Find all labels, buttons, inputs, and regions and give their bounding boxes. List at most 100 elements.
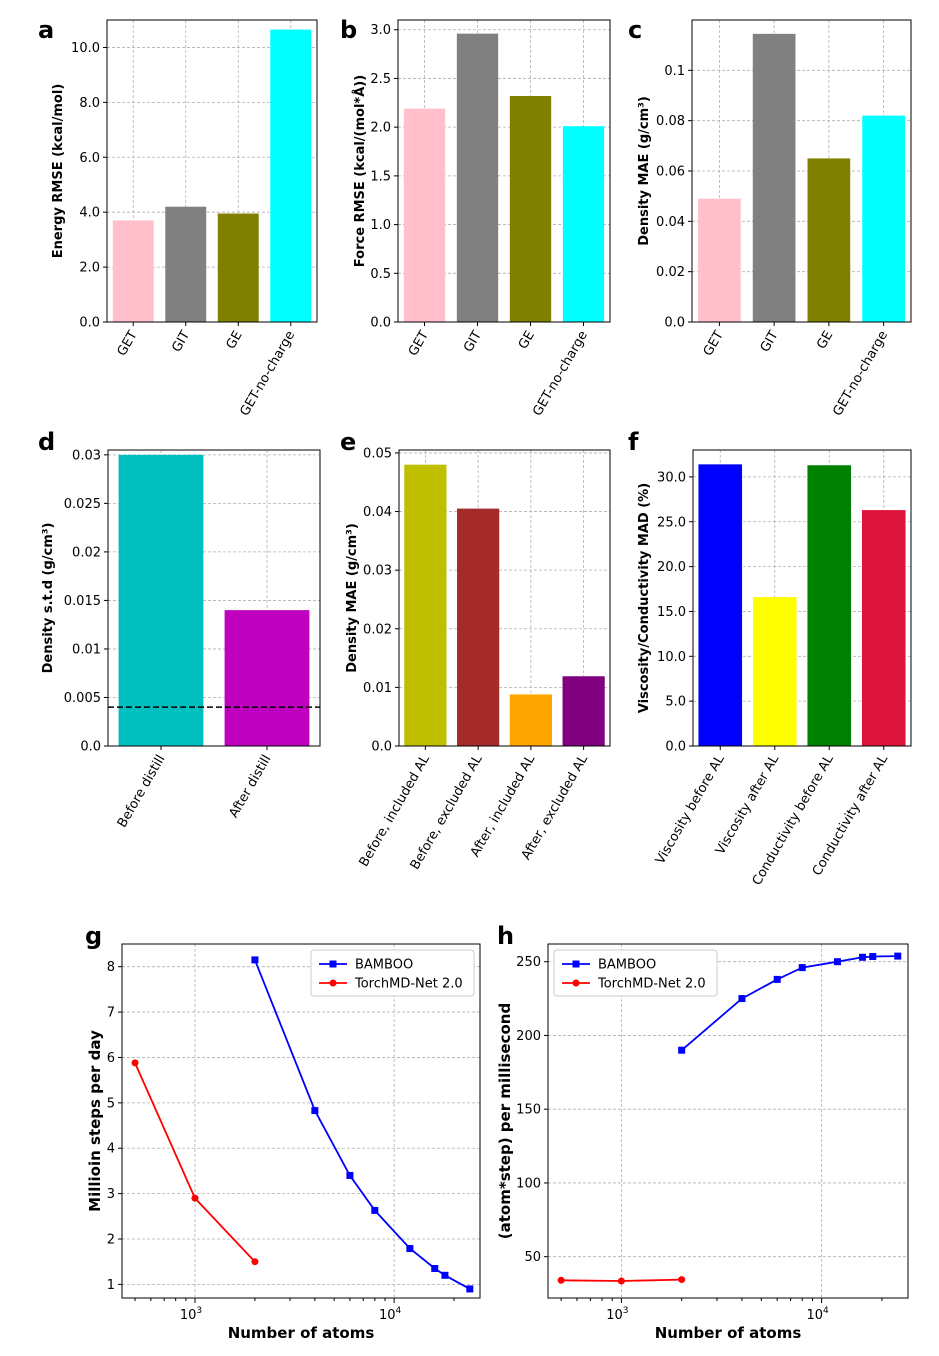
y-tick-label: 0.0 <box>370 316 391 331</box>
bar-after-excluded-al <box>562 676 605 746</box>
y-tick-label: 4.0 <box>79 206 100 221</box>
y-axis-label: Density MAE (g/cm³) <box>637 96 652 246</box>
y-axis-label: (atom*step) per millisecond <box>496 1003 514 1239</box>
panel-c: c 0.0 0.02 0.04 0.06 0.08 0.1 GET GIT GEGET-no-ch… <box>628 16 912 419</box>
bar-git <box>456 33 499 323</box>
y-tick-label: 10.0 <box>657 650 686 665</box>
data-point <box>858 953 866 961</box>
x-tick-label: GET <box>701 328 727 358</box>
y-tick-label: 3 <box>107 1187 115 1202</box>
bar-ge <box>217 213 259 322</box>
legend-label: BAMBOO <box>355 958 413 973</box>
y-tick-label: 2.0 <box>370 121 391 136</box>
data-point <box>466 1285 474 1293</box>
plot-frame <box>107 449 321 747</box>
x-tick-exponent: 4 <box>823 1306 829 1316</box>
data-point <box>131 1059 139 1067</box>
y-tick-label: 0.01 <box>72 642 101 657</box>
legend-label: BAMBOO <box>598 958 656 973</box>
x-tick-label: After distill <box>227 753 275 821</box>
legend-marker <box>572 979 580 987</box>
y-axis-label: Millioin steps per day <box>86 1030 104 1212</box>
x-tick-label: Before distill <box>115 753 169 831</box>
legend: BAMBOO TorchMD-Net 2.0 <box>310 949 475 997</box>
bar-after-distill <box>224 610 310 746</box>
data-point <box>311 1107 319 1115</box>
legend-box <box>310 949 475 997</box>
panel-letter: g <box>85 922 102 950</box>
y-tick-label: 0.015 <box>64 594 101 609</box>
y-tick-label: 6 <box>107 1051 115 1066</box>
plot-frame <box>547 943 909 1299</box>
bar-get-no-charge <box>270 29 312 322</box>
y-tick-label: 0.0 <box>665 740 686 755</box>
legend: BAMBOO TorchMD-Net 2.0 <box>553 949 718 997</box>
x-tick-label: GIT <box>461 328 485 354</box>
plot-frame <box>106 19 318 323</box>
x-tick-base: 10 <box>806 1308 823 1323</box>
x-tick-label: GE <box>516 329 538 352</box>
y-tick-label: 0.02 <box>656 265 685 280</box>
y-tick-label: 0.03 <box>363 564 392 579</box>
y-tick-label: 1.5 <box>370 169 391 184</box>
y-tick-label: 2 <box>107 1233 115 1248</box>
y-axis-label: Density s.t.d (g/cm³) <box>41 523 56 674</box>
x-tick-base: 10 <box>606 1308 623 1323</box>
x-tick-label: GE <box>814 329 836 352</box>
x-tick-exponent: 3 <box>196 1306 202 1316</box>
panel-b: b 0.0 0.5 1.0 1.5 2.0 2.5 3.0 GET GIT GEGET-no-cha… <box>340 16 611 419</box>
y-tick-label: 0.04 <box>363 505 392 520</box>
y-tick-label: 0.0 <box>664 316 685 331</box>
y-tick-label: 25.0 <box>657 515 686 530</box>
data-point <box>346 1171 354 1179</box>
y-tick-label: 100 <box>516 1176 541 1191</box>
bar-git <box>165 206 207 322</box>
data-point <box>251 956 259 964</box>
bar-before-excluded-al <box>457 508 500 746</box>
x-tick-label: GET-no-charge <box>830 329 891 419</box>
plot-frame <box>397 19 611 323</box>
y-tick-label: 0.0 <box>371 740 392 755</box>
y-tick-label: 8.0 <box>79 96 100 111</box>
panel-letter: h <box>497 922 514 950</box>
data-point <box>869 953 877 961</box>
data-point <box>678 1276 686 1284</box>
y-tick-label: 0.05 <box>363 446 392 461</box>
data-point <box>773 975 781 983</box>
data-point <box>557 1276 565 1284</box>
y-tick-label: 0.01 <box>363 681 392 696</box>
legend-label: TorchMD-Net 2.0 <box>597 977 706 992</box>
x-tick-label: GET-no-charge <box>530 329 591 419</box>
series-line-bamboo <box>254 959 471 1290</box>
y-tick-label: 1 <box>107 1278 115 1293</box>
bar-viscosity-before-al <box>698 464 743 746</box>
legend-marker <box>329 979 337 987</box>
y-tick-label: 0.025 <box>64 497 101 512</box>
y-tick-label: 10.0 <box>71 41 100 56</box>
legend-marker <box>572 960 580 968</box>
y-axis-label: Viscosity/Conductivity MAD (%) <box>637 483 652 713</box>
data-point <box>406 1245 414 1253</box>
bar-viscosity-after-al <box>752 597 797 746</box>
data-point <box>441 1271 449 1279</box>
panel-letter: c <box>628 16 642 44</box>
data-point <box>617 1277 625 1285</box>
y-tick-label: 0.06 <box>656 165 685 180</box>
y-tick-label: 0.0 <box>80 740 101 755</box>
y-tick-label: 250 <box>516 955 541 970</box>
x-tick-label: GIT <box>758 328 782 354</box>
y-tick-label: 4 <box>107 1142 115 1157</box>
y-tick-label: 5.0 <box>665 695 686 710</box>
y-tick-label: 150 <box>516 1103 541 1118</box>
y-tick-label: 1.0 <box>370 218 391 233</box>
x-axis-label: Number of atoms <box>655 1324 802 1342</box>
x-tick-label: 103 <box>606 1306 628 1323</box>
y-tick-label: 2.0 <box>79 261 100 276</box>
y-tick-label: 3.0 <box>370 23 391 38</box>
y-tick-label: 20.0 <box>657 560 686 575</box>
bar-git <box>752 33 796 322</box>
legend-box <box>553 949 718 997</box>
x-tick-base: 10 <box>180 1308 197 1323</box>
